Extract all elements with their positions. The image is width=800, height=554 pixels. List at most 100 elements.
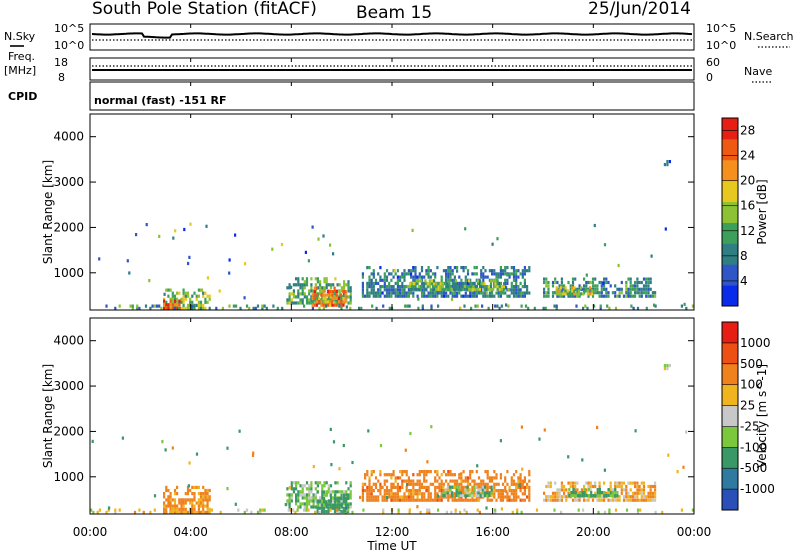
colorbar-segment xyxy=(722,342,738,365)
echo-cell xyxy=(361,498,364,502)
echo-cell xyxy=(202,303,205,307)
echo-cell xyxy=(413,287,416,291)
echo-cell xyxy=(197,510,200,514)
colorbar-tick-label: -100 xyxy=(740,440,767,454)
echo-cell xyxy=(323,500,326,504)
echo-cell xyxy=(311,293,314,297)
echo-cell xyxy=(295,283,298,287)
echo-cell xyxy=(381,485,384,489)
echo-cell xyxy=(169,297,172,301)
echo-cell xyxy=(329,286,333,290)
echo-cell xyxy=(416,479,419,483)
echo-cell xyxy=(338,490,341,494)
echo-cell xyxy=(638,287,641,291)
echo-cell xyxy=(476,282,479,286)
echo-cell xyxy=(114,508,117,512)
echo-cell xyxy=(422,284,425,289)
echo-cell xyxy=(558,498,561,502)
echo-cell xyxy=(451,494,454,498)
echo-cell xyxy=(508,275,511,279)
echo-cell xyxy=(608,508,611,512)
echo-cell xyxy=(401,470,404,474)
echo-cell xyxy=(188,255,191,259)
echo-cell xyxy=(171,504,174,508)
echo-cell xyxy=(366,492,369,496)
echo-cell xyxy=(497,291,500,295)
colorbar-segment xyxy=(722,222,738,244)
echo-cell xyxy=(512,473,516,477)
echo-cell xyxy=(377,281,380,285)
echo-cell xyxy=(173,488,177,493)
echo-cell xyxy=(506,278,509,282)
echo-cell xyxy=(603,284,606,288)
echo-cell xyxy=(475,291,478,295)
echo-cell xyxy=(308,484,311,488)
echo-cell xyxy=(543,287,546,291)
echo-cell xyxy=(173,508,176,512)
echo-cell xyxy=(449,291,452,295)
echo-cell xyxy=(410,269,413,273)
echo-cell xyxy=(607,294,610,298)
echo-cell xyxy=(343,496,346,500)
echo-cell xyxy=(508,489,511,493)
echo-cell xyxy=(596,425,599,430)
echo-cell xyxy=(388,489,391,493)
echo-cell xyxy=(385,275,389,279)
echo-cell xyxy=(327,506,330,510)
echo-cell xyxy=(333,303,336,307)
echo-cell xyxy=(608,306,611,310)
echo-cell xyxy=(434,470,437,474)
echo-cell xyxy=(556,488,559,492)
echo-cell xyxy=(325,481,328,485)
echo-cell xyxy=(568,494,571,498)
echo-cell xyxy=(325,503,328,507)
echo-cell xyxy=(642,481,646,485)
echo-cell xyxy=(464,476,467,480)
echo-cell xyxy=(314,277,317,281)
echo-cell xyxy=(438,485,441,489)
echo-cell xyxy=(616,498,619,502)
echo-cell xyxy=(436,485,439,489)
echo-cell xyxy=(471,291,474,295)
echo-cell xyxy=(250,510,253,514)
echo-cell xyxy=(329,290,332,294)
echo-cell xyxy=(434,495,437,499)
echo-cell xyxy=(135,233,138,237)
echo-cell xyxy=(616,494,619,498)
echo-cell xyxy=(199,498,203,502)
echo-cell xyxy=(685,430,688,434)
echo-cell xyxy=(631,287,634,291)
echo-cell xyxy=(303,505,306,509)
echo-cell xyxy=(543,280,546,285)
x-tick-label: 16:00 xyxy=(475,525,510,539)
echo-cell xyxy=(475,498,478,502)
echo-cell xyxy=(425,269,428,273)
echo-cell xyxy=(377,489,380,493)
echo-cell xyxy=(591,484,595,489)
echo-cell xyxy=(329,427,332,431)
echo-cell xyxy=(594,287,597,291)
echo-cell xyxy=(287,508,290,512)
echo-cell xyxy=(473,291,476,295)
echo-cell xyxy=(366,294,369,298)
echo-cell xyxy=(466,498,470,502)
echo-cell xyxy=(169,504,172,508)
echo-cell xyxy=(645,284,648,288)
colorbar-segment xyxy=(722,138,738,161)
echo-cell xyxy=(654,291,657,295)
echo-cell xyxy=(169,495,172,499)
echo-cell xyxy=(515,281,518,285)
echo-cell xyxy=(446,485,449,489)
echo-cell xyxy=(444,287,447,291)
echo-cell xyxy=(329,506,332,510)
echo-cell xyxy=(676,470,679,474)
echo-cell xyxy=(299,292,302,296)
echo-cell xyxy=(412,485,415,489)
echo-cell xyxy=(301,490,304,494)
echo-cell xyxy=(176,510,179,514)
echo-cell xyxy=(390,482,393,486)
echo-cell xyxy=(361,281,364,285)
echo-cell xyxy=(320,293,323,297)
echo-cell xyxy=(428,282,431,286)
echo-cell xyxy=(483,485,487,489)
